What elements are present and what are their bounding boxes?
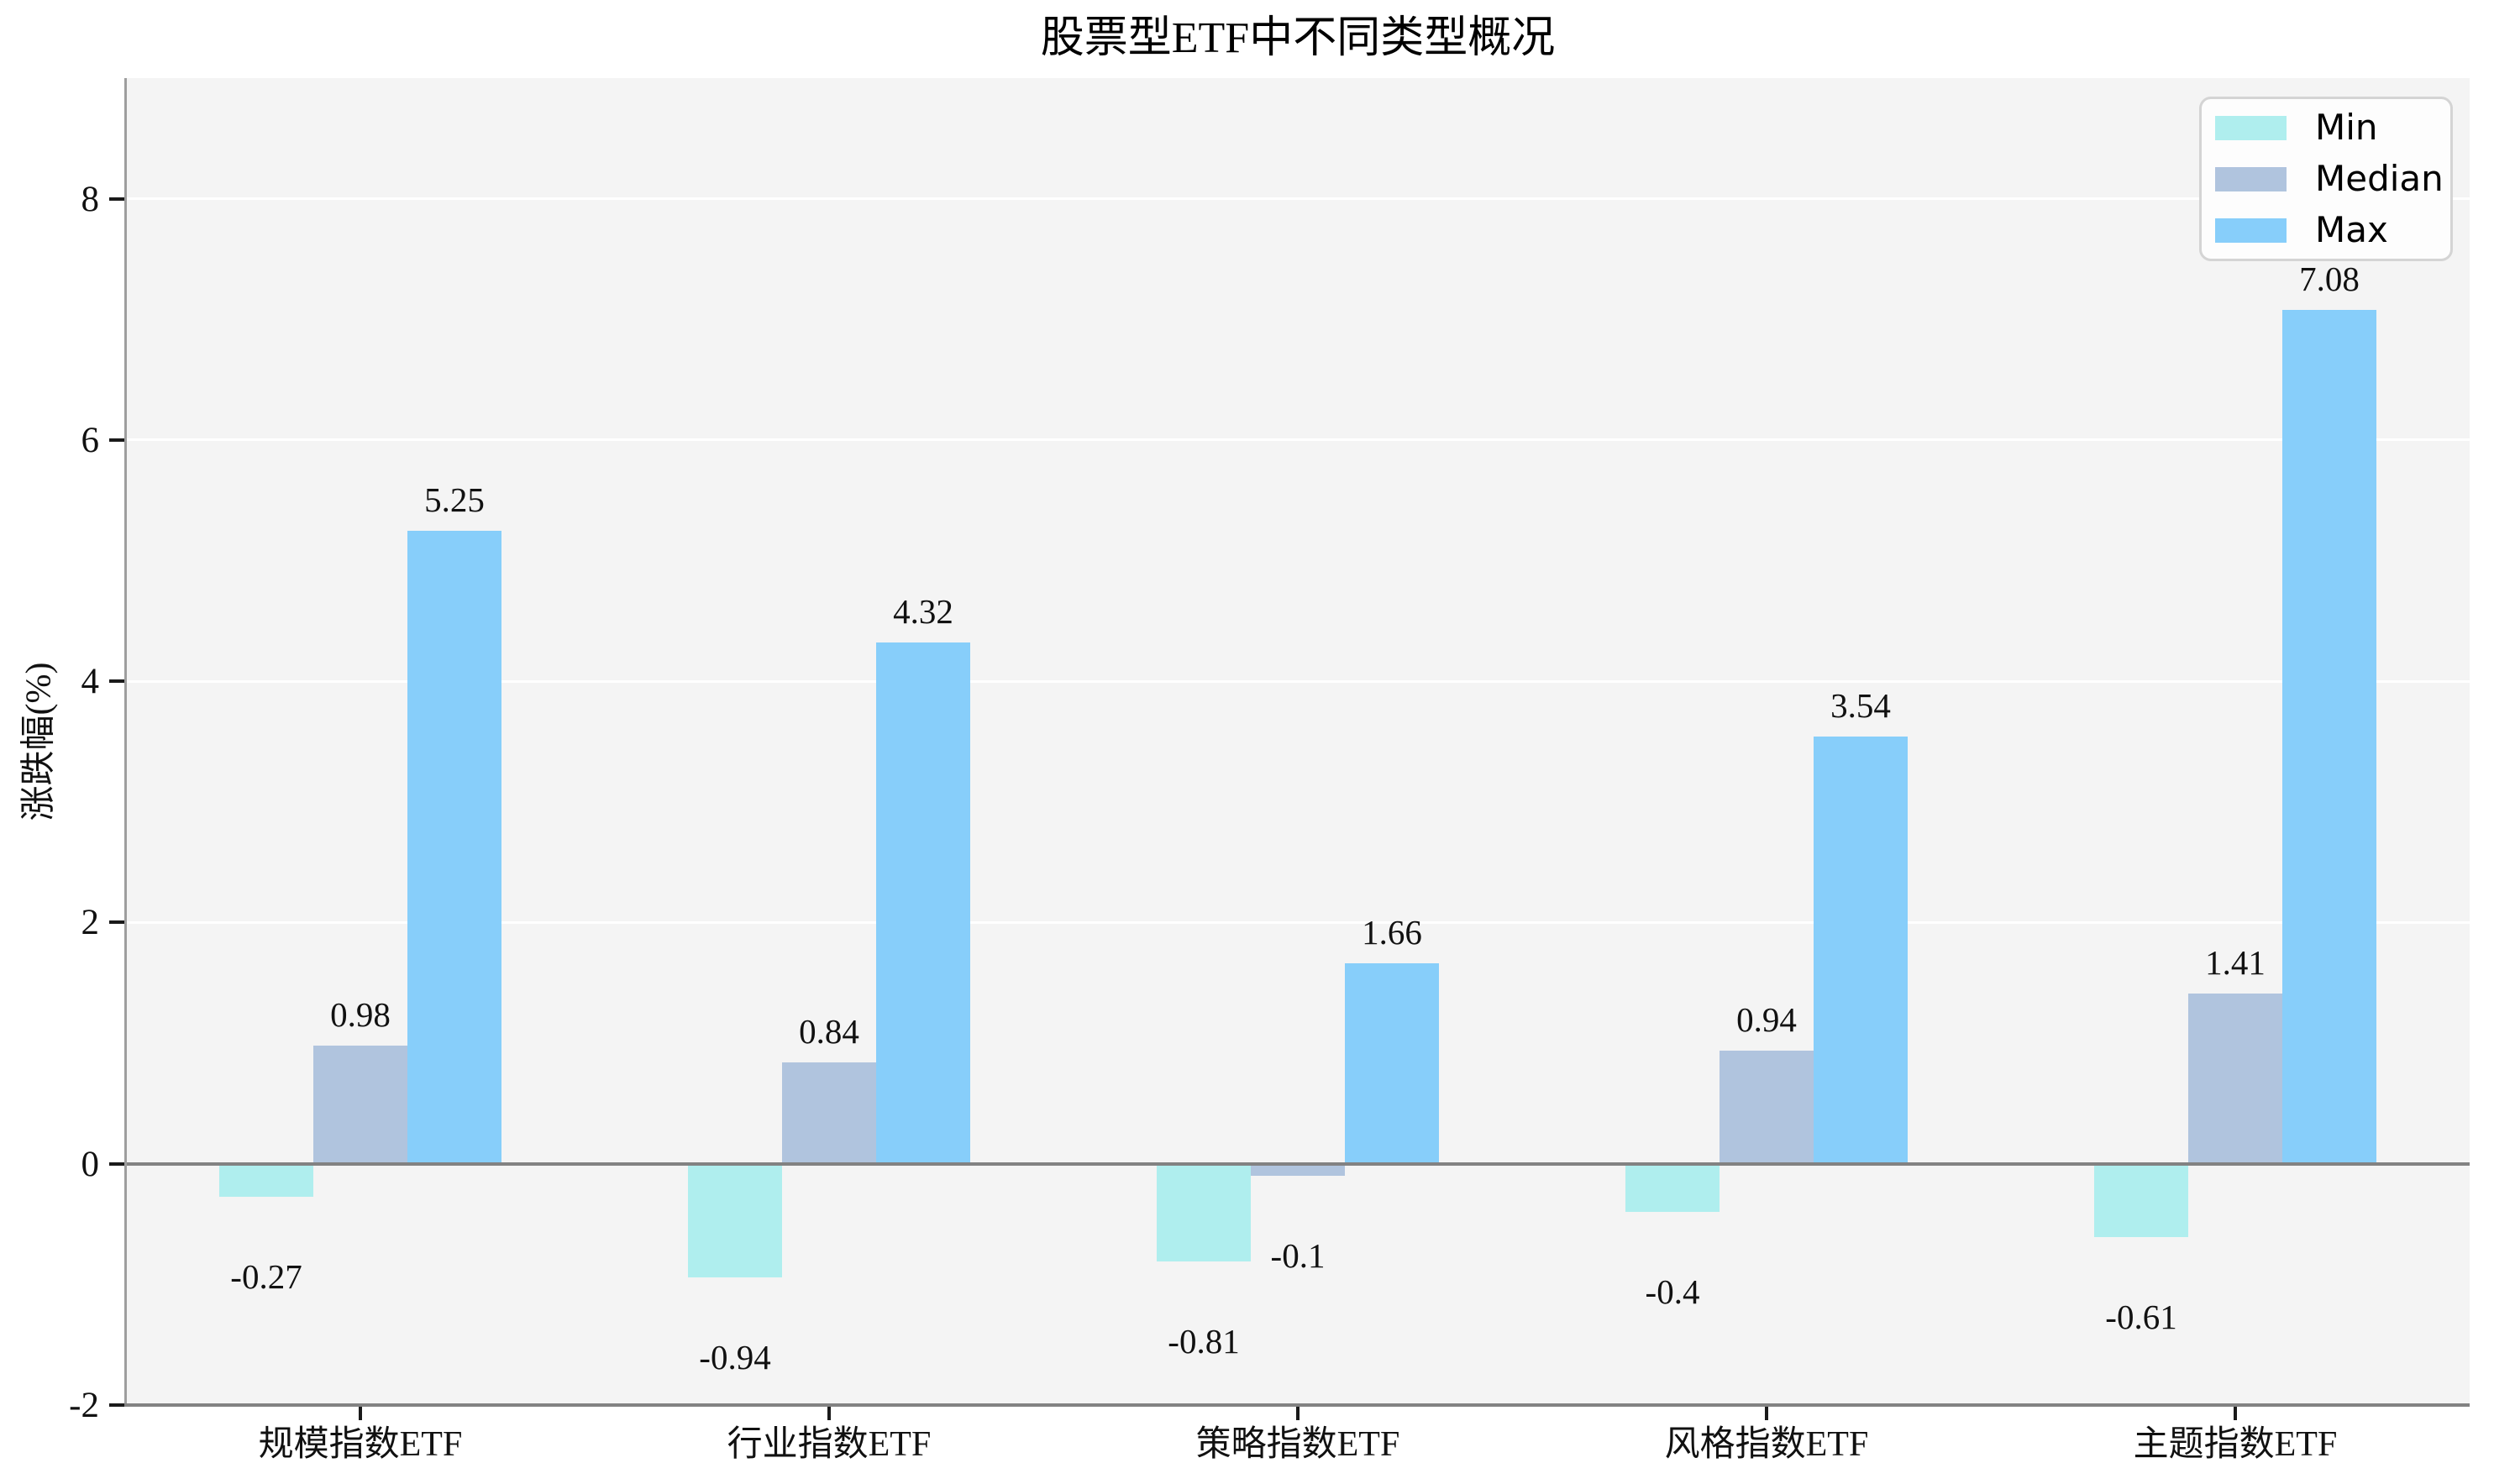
bar xyxy=(2188,994,2282,1164)
value-label: -0.4 xyxy=(1645,1272,1700,1312)
grid-line xyxy=(126,197,2470,201)
bar xyxy=(2094,1163,2188,1238)
y-tick xyxy=(109,197,124,201)
legend-swatch-min xyxy=(2215,115,2287,140)
bar xyxy=(407,530,501,1164)
x-tick-label: 规模指数ETF xyxy=(258,1425,463,1464)
value-label: 0.84 xyxy=(799,1012,859,1051)
value-label: -0.61 xyxy=(2105,1298,2177,1337)
y-tick xyxy=(109,920,124,925)
legend: Min Median Max xyxy=(2199,97,2453,261)
bar xyxy=(1814,737,1908,1164)
y-tick-label: 2 xyxy=(81,903,100,943)
grid-line xyxy=(126,920,2470,924)
spine-bottom xyxy=(124,1403,2470,1407)
grid-line xyxy=(126,679,2470,683)
bar xyxy=(219,1163,313,1197)
legend-row: Max xyxy=(2215,210,2437,250)
y-tick-label: 8 xyxy=(81,179,100,219)
bar xyxy=(1251,1163,1345,1177)
value-label: 0.98 xyxy=(330,994,391,1034)
legend-row: Min xyxy=(2215,107,2437,148)
legend-label: Median xyxy=(2315,158,2444,199)
value-label: 4.32 xyxy=(893,592,953,632)
x-tick-label: 主题指数ETF xyxy=(2133,1425,2338,1464)
y-tick xyxy=(109,1403,124,1407)
x-tick-label: 风格指数ETF xyxy=(1664,1425,1869,1464)
y-tick-label: 0 xyxy=(81,1144,100,1184)
value-label: 3.54 xyxy=(1830,686,1891,726)
value-label: -0.27 xyxy=(230,1256,302,1296)
bar xyxy=(313,1045,407,1164)
legend-swatch-max xyxy=(2215,218,2287,243)
y-tick-label: 6 xyxy=(81,420,100,460)
bar xyxy=(782,1062,876,1164)
bar xyxy=(2282,309,2376,1164)
x-tick-label: 策略指数ETF xyxy=(1195,1425,1400,1464)
y-tick xyxy=(109,438,124,442)
value-label: -0.1 xyxy=(1270,1236,1326,1276)
legend-row: Median xyxy=(2215,159,2444,199)
value-label: 0.94 xyxy=(1736,999,1797,1039)
bar xyxy=(1157,1163,1251,1262)
bar xyxy=(688,1163,782,1277)
plot-area xyxy=(126,78,2470,1405)
x-tick-label: 行业指数ETF xyxy=(727,1425,932,1464)
y-tick-label: 4 xyxy=(81,662,100,702)
legend-label: Min xyxy=(2315,107,2378,148)
value-label: 5.25 xyxy=(424,480,485,519)
value-label: -0.81 xyxy=(1168,1322,1240,1361)
value-label: 1.41 xyxy=(2205,943,2266,983)
value-label: 7.08 xyxy=(2299,259,2360,298)
bar xyxy=(1720,1050,1814,1164)
y-tick xyxy=(109,679,124,684)
zero-line xyxy=(126,1162,2470,1166)
legend-swatch-median xyxy=(2215,166,2287,191)
y-tick-label: -2 xyxy=(69,1386,99,1425)
x-tick xyxy=(1296,1407,1300,1420)
grid-line xyxy=(126,438,2470,442)
x-tick xyxy=(1765,1407,1768,1420)
y-tick xyxy=(109,1162,124,1166)
bar xyxy=(1345,963,1439,1164)
spine-left xyxy=(124,78,127,1405)
x-tick xyxy=(2234,1407,2237,1420)
bar xyxy=(876,642,970,1164)
x-tick xyxy=(359,1407,362,1420)
value-label: 1.66 xyxy=(1362,913,1422,952)
bar xyxy=(1625,1163,1720,1213)
legend-label: Max xyxy=(2315,209,2388,250)
x-tick xyxy=(827,1407,831,1420)
value-label: -0.94 xyxy=(699,1337,771,1377)
chart-title: 股票型ETF中不同类型概况 xyxy=(1040,14,1556,62)
